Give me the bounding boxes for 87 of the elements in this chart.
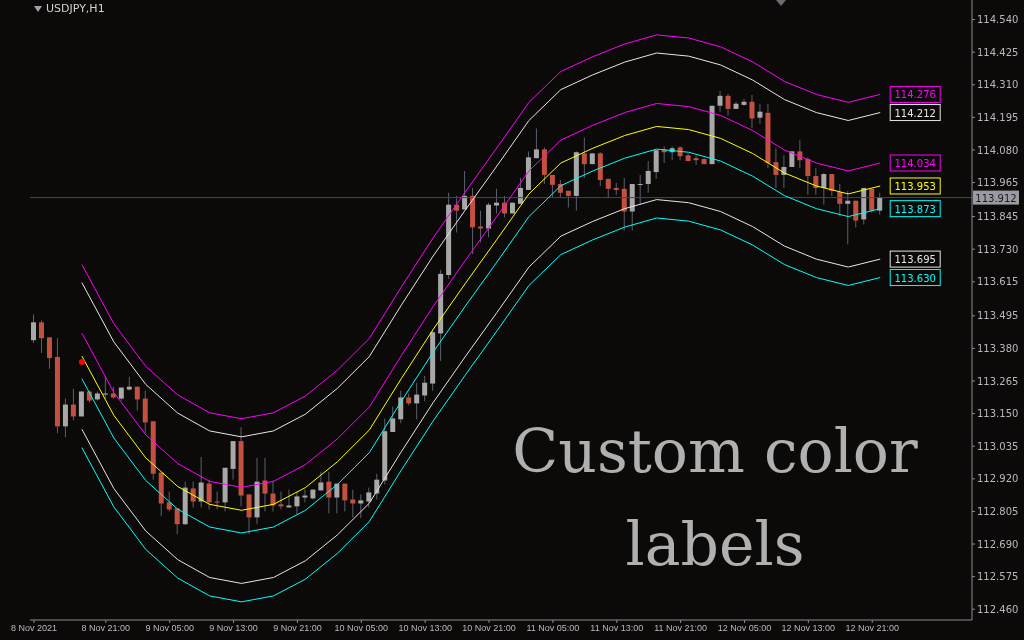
x-tick-label: 8 Nov 2021: [10, 623, 58, 634]
candlestick: [206, 479, 212, 510]
candlestick: [645, 160, 651, 194]
chart-title: USDJPY,H1: [46, 2, 105, 15]
annotation: 113.953: [894, 180, 936, 192]
candlestick: [302, 489, 308, 503]
candlestick: [294, 491, 300, 515]
candlestick: [174, 507, 180, 535]
annotation: 114.034: [894, 158, 936, 170]
y-tick-label: 113.265: [977, 375, 1019, 387]
annotation: Custom color labels: [511, 415, 919, 581]
y-tick-label: 114.310: [977, 79, 1019, 91]
candlestick: [877, 192, 883, 216]
candlestick: [46, 336, 52, 370]
candlestick: [829, 173, 835, 197]
candlestick: [749, 94, 755, 129]
y-tick-label: 114.080: [977, 144, 1019, 156]
candlestick: [853, 200, 859, 228]
y-tick-label: 113.730: [977, 243, 1019, 255]
candlestick: [653, 149, 659, 180]
x-tick-label: 9 Nov 13:00: [209, 623, 258, 634]
candlestick: [286, 489, 292, 508]
y-tick-label: 113.965: [977, 177, 1019, 189]
candlestick: [725, 93, 731, 117]
candlestick: [398, 390, 404, 424]
candlestick: [741, 98, 747, 107]
annotation: 113.630: [894, 272, 936, 284]
y-tick-label: 112.575: [977, 571, 1019, 583]
x-tick-label: 12 Nov 05:00: [717, 623, 772, 634]
candlestick: [422, 375, 428, 402]
y-tick-label: 112.460: [977, 603, 1019, 615]
candlestick: [757, 103, 763, 125]
candlestick: [326, 471, 332, 514]
candlestick: [494, 188, 500, 214]
candlestick: [845, 190, 851, 245]
candlestick: [821, 172, 827, 206]
candlestick: [214, 491, 220, 510]
candlestick: [533, 127, 539, 159]
y-tick-label: 113.845: [977, 211, 1019, 223]
annotation: 113.695: [894, 254, 936, 266]
candlestick: [805, 156, 811, 196]
y-tick-label: 112.805: [977, 505, 1019, 517]
candlestick: [62, 398, 68, 438]
y-tick-label: 113.615: [977, 276, 1019, 288]
candlestick: [693, 155, 699, 166]
x-tick-label: 11 Nov 21:00: [654, 623, 708, 634]
y-tick-label: 113.495: [977, 310, 1019, 322]
y-tick-label: 114.540: [977, 14, 1019, 26]
candlestick: [414, 382, 420, 420]
y-tick-label: 114.425: [977, 46, 1019, 58]
x-tick-label: 9 Nov 05:00: [145, 623, 194, 634]
x-tick-label: 11 Nov 13:00: [590, 623, 644, 634]
candlestick: [142, 390, 148, 434]
x-tick-label: 12 Nov 13:00: [781, 623, 836, 634]
candlestick: [358, 493, 364, 519]
candlestick: [334, 483, 340, 514]
candlestick: [31, 313, 36, 344]
candlestick: [342, 483, 348, 512]
candlestick: [366, 487, 372, 508]
y-tick-label: 112.690: [977, 538, 1019, 550]
x-tick-label: 10 Nov 05:00: [334, 623, 389, 634]
candlestick: [246, 493, 252, 535]
candlestick: [486, 202, 492, 238]
y-tick-label: 113.150: [977, 408, 1019, 420]
y-tick-label: 113.035: [977, 440, 1019, 452]
candlestick: [517, 177, 523, 205]
candlestick: [717, 90, 723, 113]
x-tick-label: 11 Nov 05:00: [526, 623, 580, 634]
y-tick-label: 113.380: [977, 342, 1019, 354]
candlestick: [390, 406, 396, 433]
x-tick-label: 9 Nov 21:00: [273, 623, 322, 634]
ref-line-label: 113.912: [975, 192, 1017, 204]
y-tick-label: 112.920: [977, 473, 1019, 485]
x-tick-label: 8 Nov 21:00: [81, 623, 131, 634]
annotation: 114.276: [894, 89, 936, 101]
candlestick: [581, 136, 587, 179]
x-tick-label: 10 Nov 21:00: [462, 623, 516, 634]
candlestick: [462, 170, 468, 210]
x-tick-label: 10 Nov 13:00: [398, 623, 452, 634]
candlestick: [637, 174, 643, 206]
candlestick: [278, 491, 284, 510]
y-tick-label: 114.195: [977, 111, 1019, 123]
annotation: 114.212: [894, 107, 936, 119]
candlestick: [70, 388, 76, 421]
candlestick: [38, 319, 44, 354]
x-tick-label: 12 Nov 21:00: [845, 623, 899, 634]
annotation: 113.873: [894, 203, 936, 215]
